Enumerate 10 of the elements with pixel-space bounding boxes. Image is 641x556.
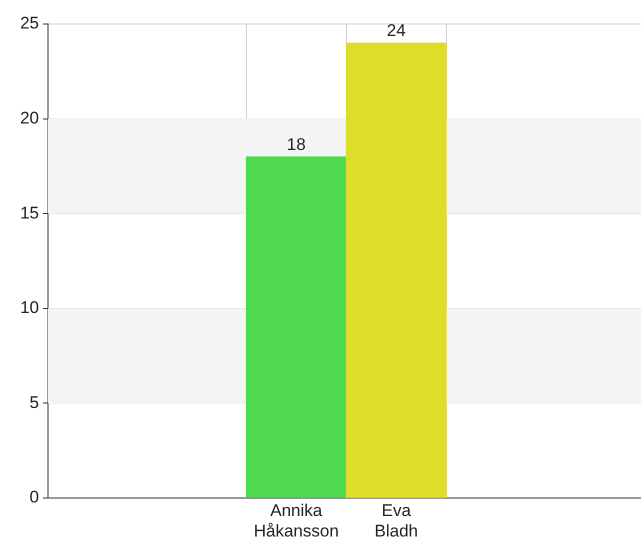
y-tick-label: 20 [20, 108, 39, 128]
x-tick-label: Annika Håkansson [254, 500, 339, 540]
data-label: 18 [286, 134, 306, 154]
y-tick-label: 0 [30, 488, 39, 507]
y-tick-label: 15 [20, 203, 39, 222]
data-label: 24 [386, 21, 406, 40]
x-tick-label: Eva Bladh [374, 500, 418, 540]
y-tick-label: 25 [20, 14, 39, 33]
y-tick-label: 5 [30, 392, 39, 412]
y-tick-label: 10 [20, 298, 39, 318]
